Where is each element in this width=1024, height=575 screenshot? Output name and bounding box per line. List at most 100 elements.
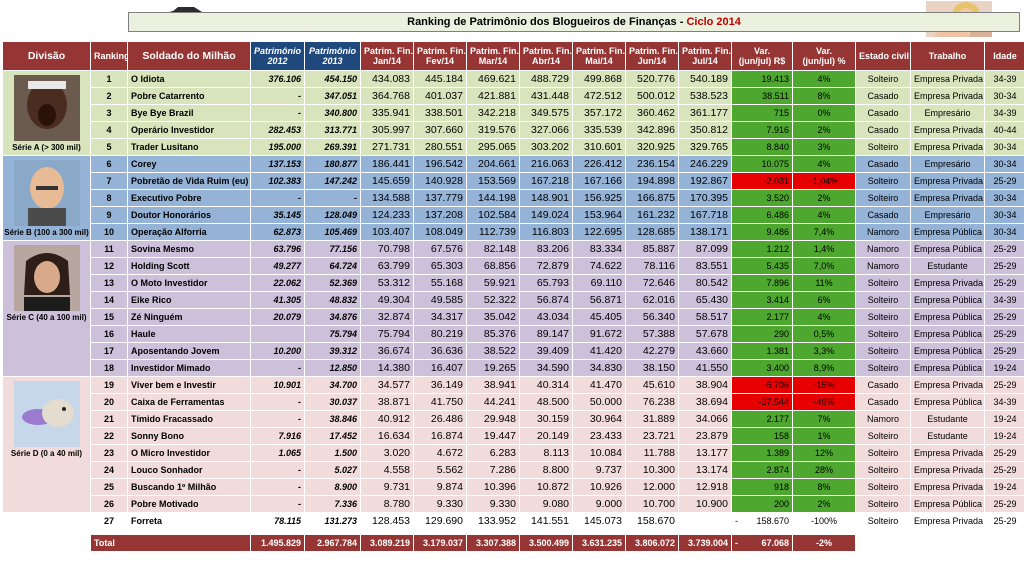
month-value-cell: 145.073: [572, 512, 626, 530]
name-cell: Viver bem e Investir: [127, 376, 251, 394]
month-value-cell: 14.380: [360, 359, 414, 377]
total-2013-cell: 2.967.784: [304, 534, 361, 552]
total-empty-cell: [2, 534, 91, 552]
trabalho-cell: Empresa Pública: [910, 291, 985, 309]
var-rs-cell: 3.400: [731, 359, 793, 377]
total-month-cell: 3.739.004: [678, 534, 732, 552]
month-value-cell: 10.084: [572, 444, 626, 462]
division-label: Série B (100 a 300 mil): [4, 228, 89, 237]
patrimonio-2012-cell: 7.916: [250, 427, 305, 445]
table-row: 2 Pobre Catarrento -347.051 364.768 401.037 4…: [3, 87, 1024, 105]
var-rs-cell: 200: [731, 495, 793, 513]
idade-cell: 25-29: [984, 376, 1024, 394]
month-value-cell: 122.695: [572, 223, 626, 241]
month-value-cell: 57.678: [678, 325, 732, 343]
rank-cell: 12: [90, 257, 128, 275]
month-value-cell: 153.569: [466, 172, 520, 190]
month-value-cell: 63.799: [360, 257, 414, 275]
idade-cell: 19-24: [984, 359, 1024, 377]
month-value-cell: 186.441: [360, 155, 414, 173]
month-value-cell: 23.879: [678, 427, 732, 445]
patrimonio-2013-cell: 180.877: [304, 155, 361, 173]
month-value-cell: 57.388: [625, 325, 679, 343]
idade-cell: 19-24: [984, 427, 1024, 445]
month-value-cell: 156.925: [572, 189, 626, 207]
idade-cell: 25-29: [984, 461, 1024, 479]
month-value-cell: 342.896: [625, 121, 679, 139]
patrimonio-2013-cell: 48.832: [304, 291, 361, 309]
name-cell: Operação Alforria: [127, 223, 251, 241]
estado-civil-cell: Solteiro: [855, 444, 911, 462]
month-value-cell: 192.867: [678, 172, 732, 190]
trabalho-cell: Empresa Pública: [910, 359, 985, 377]
month-value-cell: 303.202: [519, 138, 573, 156]
idade-cell: 30-34: [984, 206, 1024, 224]
var-rs-cell: 7.916: [731, 121, 793, 139]
var-pct-cell: 6%: [792, 291, 856, 309]
month-value-cell: 320.925: [625, 138, 679, 156]
rank-cell: 23: [90, 444, 128, 462]
col-ranking: Ranking: [90, 41, 128, 71]
idade-cell: 25-29: [984, 325, 1024, 343]
month-value-cell: 499.868: [572, 70, 626, 88]
patrimonio-2012-cell: 195.000: [250, 138, 305, 156]
month-value-cell: 13.174: [678, 461, 732, 479]
month-value-cell: 133.952: [466, 512, 520, 530]
spacer-row: [2, 529, 1024, 535]
patrimonio-2013-cell: 39.312: [304, 342, 361, 360]
month-value-cell: 41.420: [572, 342, 626, 360]
month-value-cell: 23.433: [572, 427, 626, 445]
month-value-cell: 167.218: [519, 172, 573, 190]
patrimonio-2013-cell: 5.027: [304, 461, 361, 479]
name-cell: Operário Investidor: [127, 121, 251, 139]
table-row: 3 Bye Bye Brazil -340.800 335.941 338.501 342…: [3, 104, 1024, 122]
month-value-cell: 83.334: [572, 240, 626, 258]
month-value-cell: 5.562: [413, 461, 467, 479]
month-value-cell: 401.037: [413, 87, 467, 105]
table-row: 9 Doutor Honorários 35.145 128.049 124.233 13…: [3, 206, 1024, 224]
month-value-cell: 138.171: [678, 223, 732, 241]
month-value-cell: 10.926: [572, 478, 626, 496]
month-value-cell: 194.898: [625, 172, 679, 190]
month-value-cell: 216.063: [519, 155, 573, 173]
var-pct-cell: 3%: [792, 138, 856, 156]
month-value-cell: 29.948: [466, 410, 520, 428]
month-value-cell: 38.871: [360, 393, 414, 411]
estado-civil-cell: Solteiro: [855, 478, 911, 496]
month-value-cell: 102.584: [466, 206, 520, 224]
var-pct-cell: 7%: [792, 410, 856, 428]
patrimonio-2012-cell: 376.106: [250, 70, 305, 88]
rank-cell: 18: [90, 359, 128, 377]
var-rs-cell: 158: [731, 427, 793, 445]
month-value-cell: 44.241: [466, 393, 520, 411]
trabalho-cell: Empresa Pública: [910, 308, 985, 326]
idade-cell: 30-34: [984, 138, 1024, 156]
estado-civil-cell: Solteiro: [855, 461, 911, 479]
table-row: 4 Operário Investidor 282.453 313.771 305.99…: [3, 121, 1024, 139]
month-value-cell: 26.486: [413, 410, 467, 428]
month-value-cell: 55.168: [413, 274, 467, 292]
rank-cell: 7: [90, 172, 128, 190]
month-value-cell: 72.879: [519, 257, 573, 275]
month-value-cell: 271.731: [360, 138, 414, 156]
col-mar: Patrim. Fin. Mar/14: [466, 41, 520, 71]
month-value-cell: 161.232: [625, 206, 679, 224]
name-cell: Trader Lusitano: [127, 138, 251, 156]
var-rs-cell: 2.874: [731, 461, 793, 479]
month-value-cell: 4.558: [360, 461, 414, 479]
estado-civil-cell: Solteiro: [855, 325, 911, 343]
month-value-cell: 8.800: [519, 461, 573, 479]
month-value-cell: 8.780: [360, 495, 414, 513]
trabalho-cell: Empresa Privada: [910, 87, 985, 105]
month-value-cell: 34.577: [360, 376, 414, 394]
idade-cell: 30-34: [984, 223, 1024, 241]
trabalho-cell: Estudante: [910, 257, 985, 275]
patrimonio-2012-cell: 62.873: [250, 223, 305, 241]
patrimonio-2013-cell: 340.800: [304, 104, 361, 122]
patrimonio-2012-cell: 1.065: [250, 444, 305, 462]
month-value-cell: 170.395: [678, 189, 732, 207]
month-value-cell: 11.788: [625, 444, 679, 462]
estado-civil-cell: Namoro: [855, 257, 911, 275]
month-value-cell: 327.066: [519, 121, 573, 139]
var-rs-cell: -37.544: [731, 393, 793, 411]
